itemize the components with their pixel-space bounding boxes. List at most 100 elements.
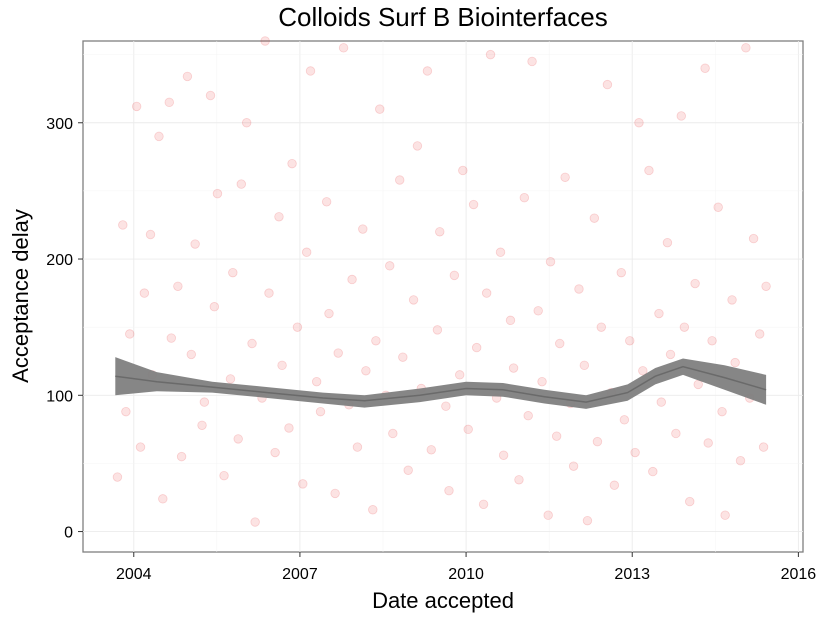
y-tick-label: 100 [46,388,73,405]
scatter-point [481,288,492,298]
scatter-point [707,336,717,346]
scatter-point [690,278,700,289]
scatter-point [398,352,408,362]
scatter-point [287,158,297,169]
x-tick-label: 2016 [781,566,817,583]
scatter-point [720,510,730,520]
gridlines [83,41,803,552]
y-axis-label: Acceptance delay [8,209,33,383]
scatter-point [233,434,243,444]
scatter-point [582,515,593,526]
scatter-point [284,423,294,433]
scatter-point [551,431,562,441]
scatter-point [164,97,174,108]
scatter-point [135,442,146,452]
scatter-point [176,451,187,462]
scatter-point [468,199,479,210]
scatter-point [656,397,666,407]
scatter-point [301,247,312,257]
scatter-point [118,220,128,230]
scatter-point [338,43,349,53]
scatter-point [444,485,454,496]
scatter-point [505,315,516,326]
scatter-point [676,111,686,121]
scatter-point [292,322,303,332]
scatter-point [158,494,168,504]
scatter-point [125,329,135,339]
scatter-point [388,428,398,439]
scatter-point [634,118,644,128]
scatter-point [422,66,433,76]
scatter-point [112,472,123,482]
scatter-point [619,415,630,425]
scatter-point [121,406,131,417]
scatter-point [596,322,606,332]
scatter-point [568,461,579,471]
smooth-band [115,357,767,409]
scatter-point [761,281,771,291]
x-axis-label: Date accepted [372,588,514,613]
scatter-point [671,428,681,439]
scatter-point [190,239,200,249]
scatter-point [139,288,150,298]
scatter-point [403,465,413,475]
scatter-point [478,499,489,510]
scatter-point [219,470,229,481]
scatter-point [630,447,640,458]
x-tick-label: 2004 [116,566,152,583]
scatter-point [298,479,308,489]
scatter-point [514,475,524,485]
scatter-point [654,308,664,319]
scatter-point [260,36,270,46]
smooth-line [115,365,767,403]
scatter-point [435,227,445,237]
scatter-point [315,406,326,417]
scatter-point [458,165,468,176]
scatter-point [662,237,673,248]
scatter-point [432,325,443,335]
scatter-point [154,131,164,142]
scatter-point [264,288,274,298]
scatter-point [471,342,482,353]
scatter-points [112,36,771,527]
scatter-point [523,411,533,421]
scatter-point [527,56,537,67]
scatter-point [735,456,746,466]
scatter-point [182,71,193,82]
scatter-point [385,261,395,271]
scatter-point [455,370,465,380]
scatter-point [741,43,751,53]
scatter-point [311,376,322,387]
scatter-point [277,360,287,371]
scatter-point [197,420,207,430]
scatter-point [186,349,196,360]
scatter-point [463,424,473,435]
scatter-point [145,229,156,240]
scatter-point [758,442,769,452]
scatter-point [485,49,496,60]
scatter-point [537,376,547,387]
scatter-point [173,281,183,291]
scatter-point [205,90,216,101]
scatter-point [700,63,710,73]
scatter-point [212,188,223,199]
scatter-point [498,450,509,460]
scatter-point [395,175,405,185]
scatter-point [579,360,590,371]
scatter-point [508,363,519,373]
confidence-band [115,357,767,409]
scatter-point [358,224,368,234]
scatter-point [408,295,419,305]
scatter-point [589,213,600,223]
scatter-point [648,466,658,477]
scatter-point [441,401,451,411]
scatter-point [679,322,690,332]
scatter-point [713,202,723,212]
scatter-point [543,510,553,520]
scatter-point [375,104,385,114]
scatter-point [555,338,565,349]
scatter-point [665,349,676,360]
scatter-point [236,179,246,189]
scatter-point [730,357,740,368]
